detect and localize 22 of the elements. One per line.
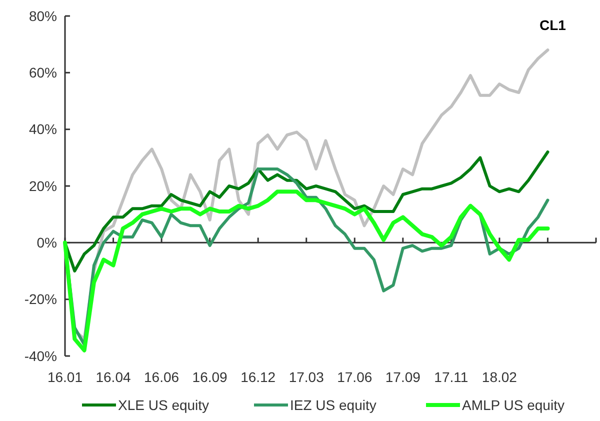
y-tick-label: 0%: [36, 234, 57, 251]
x-tick-label: 16.04: [96, 369, 131, 385]
x-tick-label: 16.09: [192, 369, 228, 385]
y-tick-label: 40%: [28, 121, 57, 138]
y-tick-label: 80%: [28, 8, 57, 24]
x-tick-label: 17.09: [385, 369, 421, 385]
x-tick-label: 16.12: [240, 369, 276, 385]
legend-label: IEZ US equity: [290, 397, 376, 413]
y-tick-label: 60%: [28, 64, 57, 81]
y-tick-label: -20%: [24, 291, 57, 308]
x-tick-label: 16.06: [144, 369, 180, 385]
x-tick-label: 17.03: [288, 369, 324, 385]
x-tick-label: 18.02: [482, 369, 518, 385]
y-tick-label: 20%: [28, 178, 57, 194]
x-tick-label: 17.06: [337, 369, 372, 385]
x-tick-label: 16.01: [47, 369, 83, 385]
line-series: [63, 190, 550, 352]
series-label: CL1: [540, 17, 566, 33]
x-tick-label: 17.11: [434, 369, 468, 385]
legend-label: AMLP US equity: [462, 397, 564, 413]
legend-label: XLE US equity: [118, 397, 210, 413]
y-tick-label: -40%: [24, 348, 57, 364]
